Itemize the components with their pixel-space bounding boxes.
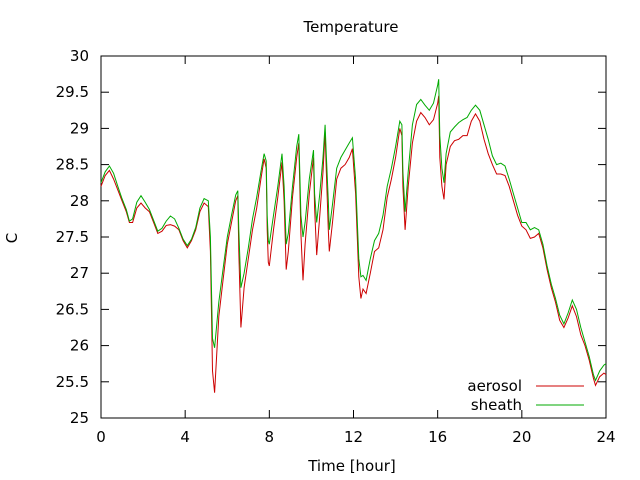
chart-title: Temperature (302, 18, 398, 36)
y-tick-label: 28 (70, 192, 89, 210)
x-tick-label: 12 (344, 428, 363, 446)
x-tick-label: 4 (180, 428, 190, 446)
y-tick-label: 29.5 (56, 83, 89, 101)
y-tick-label: 27 (70, 264, 89, 282)
legend-label-aerosol: aerosol (467, 377, 522, 395)
legend-label-sheath: sheath (471, 396, 522, 414)
axes-group: 0 4 8 12 16 20 24 25 25.5 26 26.5 27 27.5 28 28.5 29 29.… (56, 47, 616, 446)
series-group (100, 79, 607, 393)
x-axis-label: Time [hour] (307, 457, 396, 475)
y-tick-label: 25.5 (56, 373, 89, 391)
y-tick-label: 26.5 (56, 300, 89, 318)
x-tick-label: 8 (265, 428, 275, 446)
series-line-sheath (100, 79, 607, 382)
y-tick-label: 25 (70, 409, 89, 427)
x-tick-label: 16 (428, 428, 447, 446)
y-tick-label: 30 (70, 47, 89, 65)
y-axis-label: C (3, 233, 21, 243)
y-tick-label: 26 (70, 337, 89, 355)
y-tick-label: 27.5 (56, 228, 89, 246)
series-line-aerosol (100, 95, 607, 393)
x-tick-label: 0 (96, 428, 106, 446)
x-tick-label: 20 (512, 428, 531, 446)
plot-frame (100, 55, 607, 419)
y-tick-label: 28.5 (56, 156, 89, 174)
y-tick-label: 29 (70, 119, 89, 137)
x-tick-label: 24 (596, 428, 615, 446)
